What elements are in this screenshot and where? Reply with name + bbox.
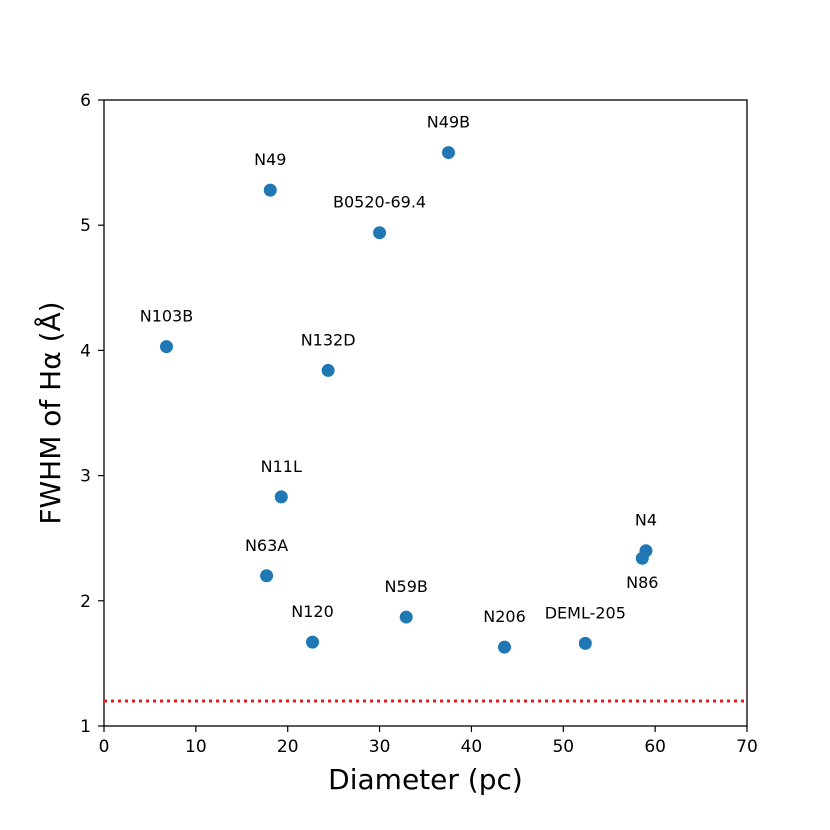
data-point-n11l (274, 490, 288, 504)
data-point-n206 (497, 640, 511, 654)
plot-frame (103, 99, 748, 727)
data-point-n49b (441, 146, 455, 160)
point-label: B0520-69.4 (333, 193, 426, 212)
y-tick-label: 6 (80, 91, 91, 111)
point-label: N206 (483, 607, 526, 626)
data-point-n103b (159, 340, 173, 354)
y-tick-label: 1 (80, 717, 91, 737)
x-tick-label: 50 (552, 737, 574, 757)
y-tick-label: 5 (80, 216, 91, 236)
point-label: N132D (301, 330, 356, 349)
x-tick-label: 30 (369, 737, 391, 757)
data-point-b0520-69.4 (373, 226, 387, 240)
point-label: N63A (245, 536, 288, 555)
x-tick-label: 0 (99, 737, 110, 757)
point-label: N103B (140, 307, 193, 326)
point-label: N120 (291, 602, 334, 621)
point-label: N49 (254, 150, 286, 169)
point-label: N4 (635, 511, 657, 530)
x-tick-label: 20 (277, 737, 299, 757)
point-label: DEML-205 (545, 603, 626, 622)
data-point-n120 (306, 635, 320, 649)
data-point-n63a (260, 569, 274, 583)
y-axis-title: FWHM of Hα (Å) (33, 301, 67, 524)
y-tick-label: 4 (80, 341, 91, 361)
point-label: N59B (385, 577, 428, 596)
data-point-n49 (263, 183, 277, 197)
data-point-n86 (635, 551, 649, 565)
y-tick-label: 2 (80, 592, 91, 612)
point-label: N49B (427, 113, 470, 132)
x-tick-label: 70 (736, 737, 758, 757)
data-point-deml-205 (578, 636, 592, 650)
point-label: N11L (261, 457, 302, 476)
x-tick-label: 40 (461, 737, 483, 757)
x-tick-label: 10 (185, 737, 207, 757)
data-point-n132d (321, 363, 335, 377)
point-label: N86 (626, 573, 658, 592)
x-tick-label: 60 (644, 737, 666, 757)
x-axis-title: Diameter (pc) (328, 763, 523, 796)
y-tick-label: 3 (80, 467, 91, 487)
data-point-n59b (399, 610, 413, 624)
